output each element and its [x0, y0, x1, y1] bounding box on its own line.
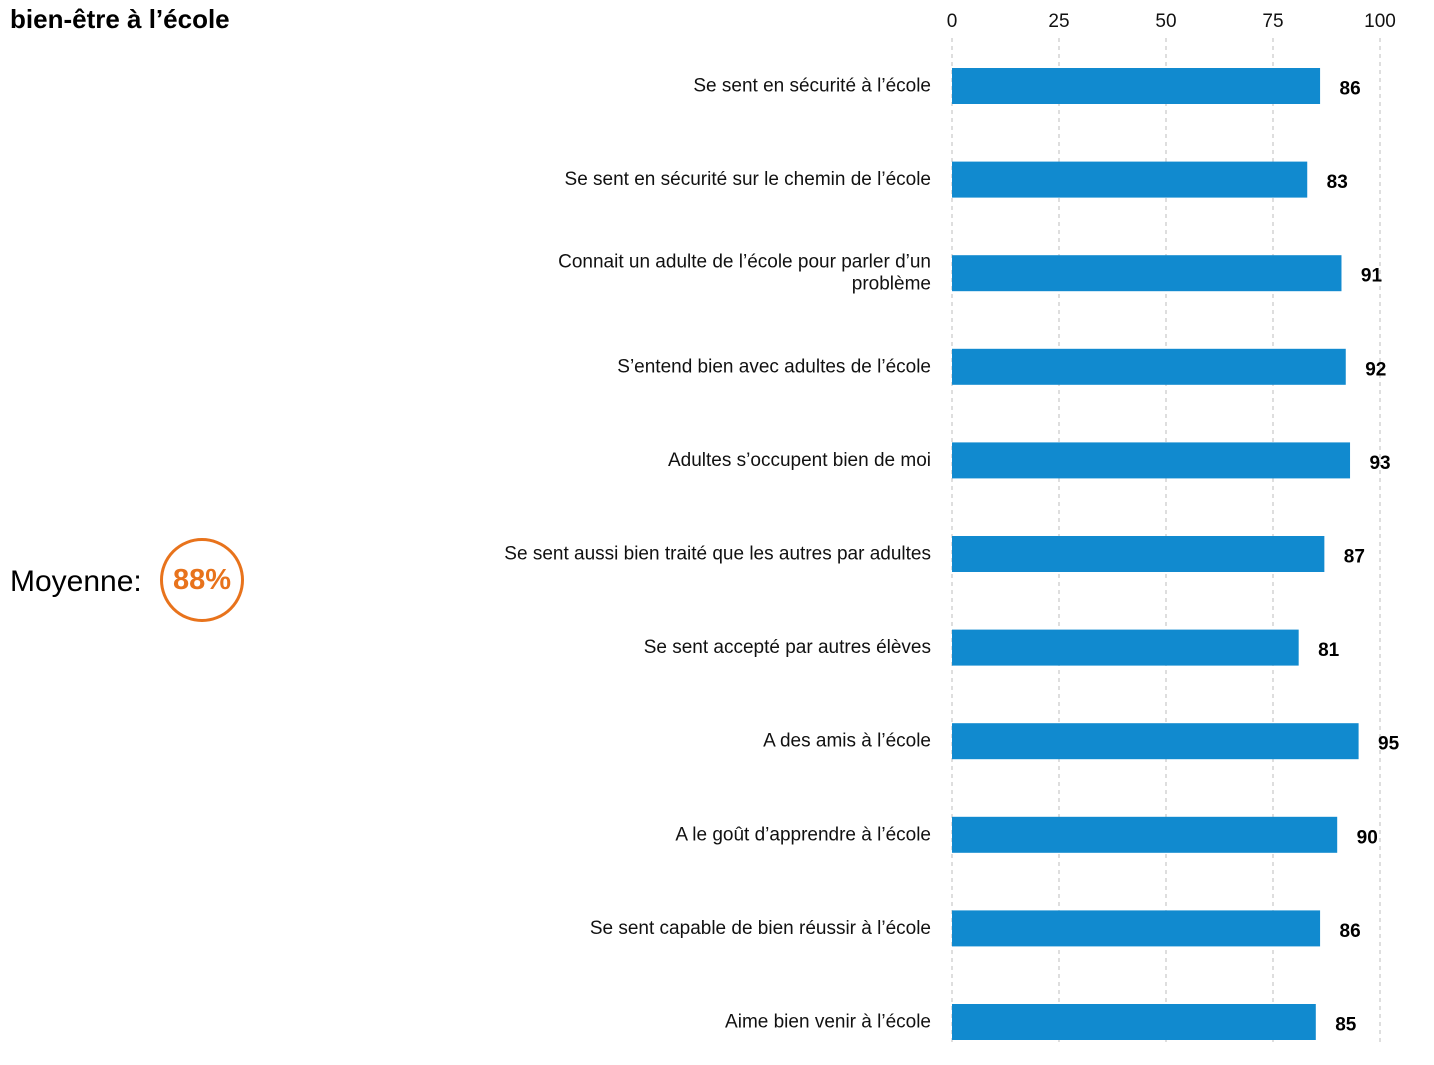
value-label: 92 [1365, 359, 1386, 380]
bar [952, 536, 1325, 572]
x-tick-label: 25 [1048, 11, 1069, 32]
average-label: Moyenne: [10, 565, 142, 598]
value-label: 83 [1327, 172, 1348, 193]
value-label: 81 [1318, 640, 1340, 661]
category-label: Se sent en sécurité sur le chemin de l’é… [565, 169, 931, 190]
value-label: 95 [1378, 734, 1400, 755]
x-tick-label: 50 [1155, 11, 1176, 32]
category-label: Connait un adulte de l’école pour parler… [558, 252, 931, 295]
category-label: Aime bien venir à l’école [725, 1012, 931, 1033]
bar [952, 910, 1321, 947]
value-label: 93 [1369, 453, 1390, 474]
value-label: 86 [1340, 79, 1361, 100]
average-badge: 88% [160, 538, 244, 622]
category-label: Se sent accepté par autres élèves [644, 637, 931, 658]
category-label: Adultes s’occupent bien de moi [668, 450, 931, 471]
bar [952, 161, 1308, 198]
value-label: 85 [1335, 1015, 1357, 1036]
bar [952, 68, 1321, 104]
bar [952, 629, 1299, 666]
value-label: 90 [1357, 827, 1378, 848]
value-label: 87 [1344, 547, 1365, 568]
x-tick-label: 75 [1262, 11, 1283, 32]
value-label: 86 [1340, 921, 1361, 942]
category-label: Se sent en sécurité à l’école [693, 76, 931, 97]
bar [952, 1004, 1316, 1040]
x-tick-label: 0 [947, 11, 958, 32]
category-label: A le goût d’apprendre à l’école [675, 824, 931, 845]
bar [952, 348, 1346, 385]
x-tick-label: 100 [1364, 11, 1396, 32]
bar [952, 442, 1351, 479]
value-label: 91 [1361, 266, 1383, 287]
category-label: Se sent capable de bien réussir à l’écol… [590, 918, 931, 939]
category-label: S’entend bien avec adultes de l’école [617, 356, 931, 377]
category-label: Se sent aussi bien traité que les autres… [504, 544, 931, 565]
chart-title: bien-être à l’école [10, 4, 230, 34]
bar [952, 723, 1359, 760]
bar [952, 255, 1342, 292]
category-label: A des amis à l’école [763, 731, 931, 752]
bar [952, 816, 1338, 853]
